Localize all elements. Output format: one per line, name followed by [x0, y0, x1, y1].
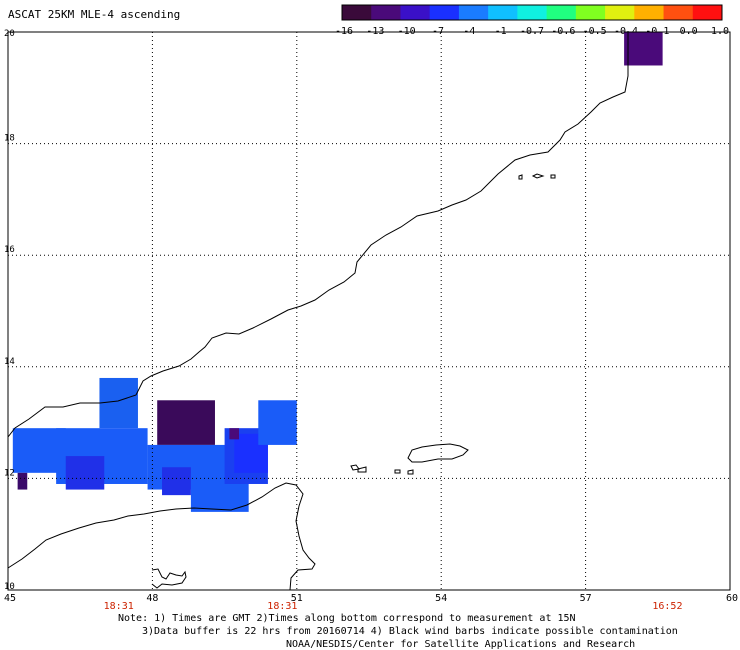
colorbar-swatch	[575, 5, 606, 20]
wind-data-cell	[65, 456, 105, 490]
longitude-label: 57	[580, 593, 592, 604]
coastline	[7, 31, 629, 591]
colorbar-swatch	[634, 5, 665, 20]
colorbar-swatch	[371, 5, 401, 20]
colorbar-swatch	[488, 5, 518, 20]
colorbar-border	[341, 4, 723, 21]
wind-data-cell	[624, 32, 663, 66]
latitude-label: 12	[4, 468, 15, 478]
latitude-label: 14	[4, 357, 15, 367]
kuria-muria-3	[550, 174, 556, 179]
wind-data-blocks	[12, 32, 663, 512]
scatterometer-map: 45 48 51 54 57 60 20 18 16 14 12 10 18:31 18:31 16:52	[4, 29, 738, 612]
axis-tick-labels: 45 48 51 54 57 60 20 18 16 14 12 10	[4, 29, 738, 604]
latitude-label: 20	[4, 29, 15, 39]
wind-data-cell	[157, 400, 215, 445]
latitude-label: 10	[4, 582, 15, 592]
longitude-label: 51	[291, 593, 303, 604]
wind-data-cell	[162, 467, 191, 496]
wind-data-cell	[258, 400, 297, 445]
wind-data-cell	[99, 377, 138, 429]
islet-2	[357, 466, 367, 473]
longitude-label: 48	[146, 593, 158, 604]
islet-3	[394, 469, 401, 474]
islet-4	[407, 469, 414, 475]
somali-coast-detail	[151, 568, 187, 589]
kuria-muria-2	[531, 173, 545, 179]
coastline-arabia	[7, 31, 629, 441]
longitude-label: 45	[4, 593, 16, 604]
note-line-2: 3)Data buffer is 22 hrs from 20160714 4)…	[142, 626, 678, 637]
wind-data-cell	[17, 472, 28, 490]
colorbar-swatch	[692, 5, 723, 20]
longitude-label: 60	[726, 593, 738, 604]
colorbar-swatch	[517, 5, 548, 20]
map-frame	[7, 31, 731, 591]
colorbar-swatch	[400, 5, 431, 20]
colorbar-swatch	[458, 5, 489, 20]
overpass-time-label: 16:52	[652, 601, 682, 612]
longitude-label: 54	[435, 593, 447, 604]
overpass-time-label: 18:31	[104, 601, 134, 612]
kuria-muria-1	[518, 174, 523, 180]
colorbar	[341, 4, 723, 21]
latitude-label: 16	[4, 245, 15, 255]
note-line-1: Note: 1) Times are GMT 2)Times along bot…	[118, 613, 576, 624]
lat-lon-grid	[8, 32, 730, 590]
time-labels: 18:31 18:31 16:52	[104, 601, 683, 612]
colorbar-swatch	[546, 5, 577, 20]
colorbar-swatch	[342, 5, 372, 20]
product-title: ASCAT 25KM MLE-4 ascending	[8, 8, 181, 21]
wind-data-cell	[229, 428, 240, 440]
note-line-3: NOAA/NESDIS/Center for Satellite Applica…	[286, 639, 636, 650]
colorbar-swatch	[429, 5, 460, 20]
colorbar-swatch	[605, 5, 635, 20]
wind-data-cell	[12, 428, 66, 473]
coastline-horn-africa	[7, 482, 316, 591]
colorbar-swatch	[663, 5, 694, 20]
socotra-island	[407, 443, 469, 463]
overpass-time-label: 18:31	[267, 601, 297, 612]
latitude-label: 18	[4, 134, 15, 144]
